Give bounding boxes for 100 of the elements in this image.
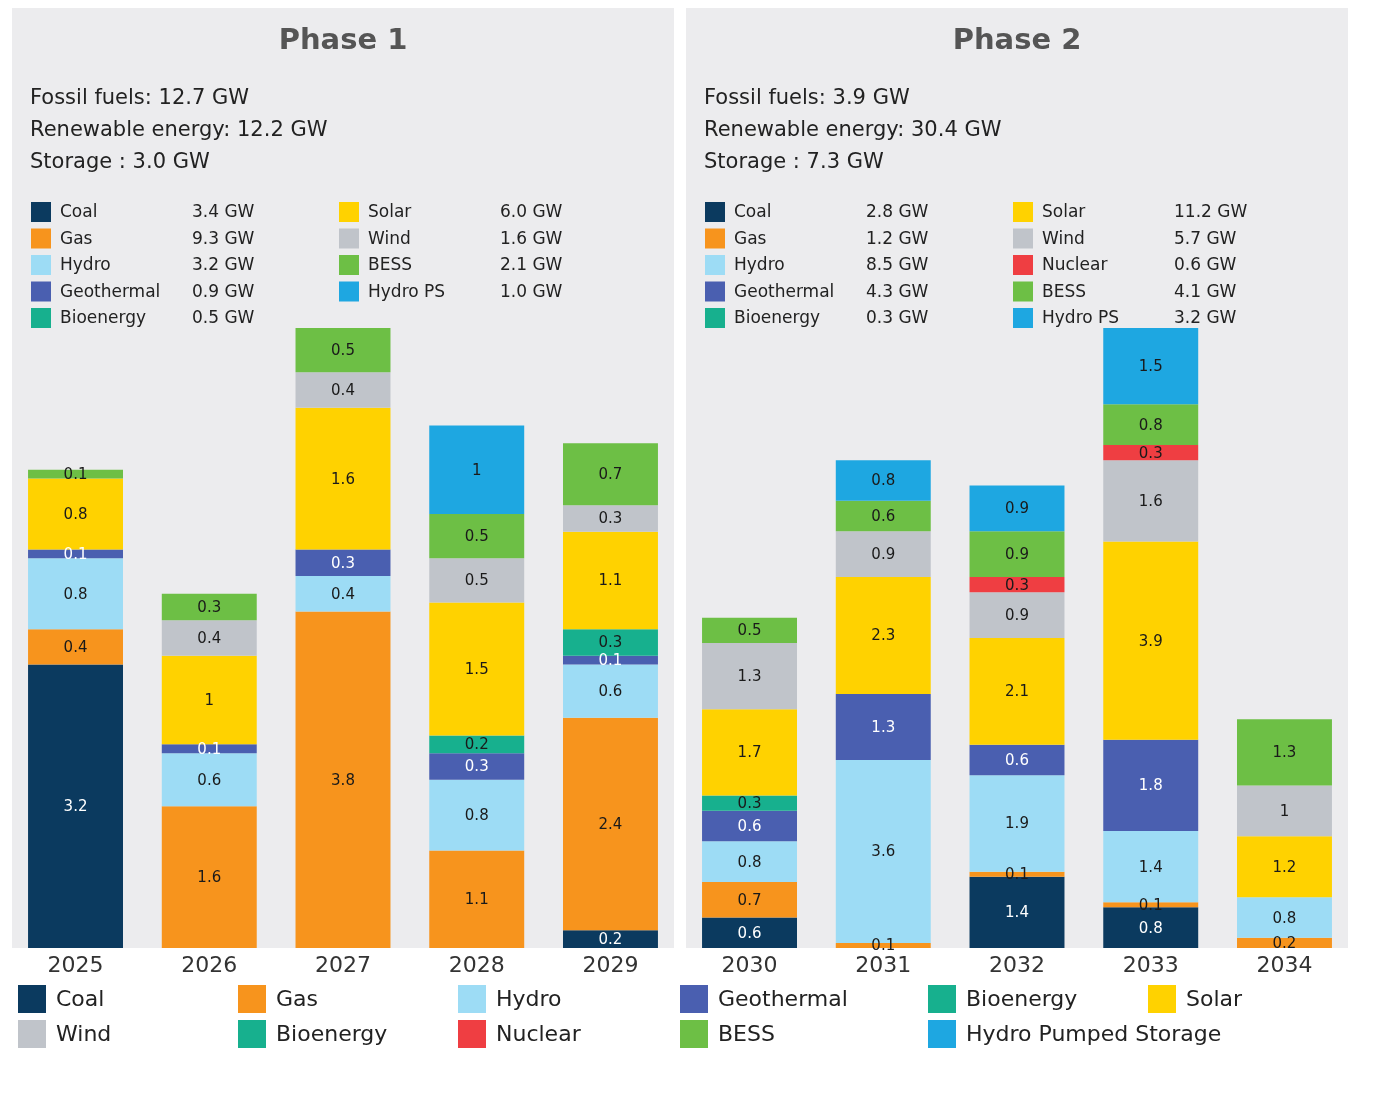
bar: [702, 917, 797, 948]
data-label: 0.9: [871, 545, 896, 564]
category-label: BESS: [718, 1021, 775, 1046]
data-label: 0.6: [737, 923, 762, 942]
text: 3.2 GW: [192, 254, 255, 274]
data-label: 1.6: [331, 469, 355, 488]
data-label: 1.8: [1138, 776, 1163, 795]
legend-label: Wind: [368, 227, 411, 248]
data-label: 0.6: [197, 770, 222, 789]
legend-label: Coal: [60, 201, 98, 221]
x-tick-label: 2034: [1256, 951, 1313, 977]
data-label: 0.6: [737, 817, 762, 836]
data-label: 3.2: [63, 797, 88, 816]
data-label: 0.5: [737, 621, 762, 640]
bar: [1103, 328, 1199, 405]
data-label: 1.5: [464, 660, 489, 678]
category-label: Nuclear: [496, 1021, 582, 1046]
data-label: 2.1: [1005, 682, 1029, 701]
x-tick-label: 2030: [721, 951, 778, 977]
bar: [969, 744, 1065, 776]
text: Renewable energy: 30.4 GW: [704, 117, 1002, 141]
category-label: Coal: [56, 986, 105, 1011]
text: 4.3 GW: [866, 280, 929, 301]
data-label: 1.5: [1138, 357, 1163, 376]
data-label: 0.3: [331, 553, 355, 572]
legend-label: Nuclear: [1042, 254, 1108, 274]
bar: [969, 592, 1065, 638]
text: Fossil fuels: 3.9 GW: [704, 85, 910, 109]
data-label: 0.9: [1005, 499, 1029, 518]
legend-label: Geothermal: [60, 280, 161, 301]
bar: [161, 620, 257, 656]
text: 5.7 GW: [1174, 227, 1237, 248]
bar: [969, 485, 1065, 532]
data-label: 3.8: [331, 770, 355, 789]
legend-label: BESS: [368, 254, 412, 274]
legend-label: Hydro PS: [368, 280, 446, 301]
legend-label: Hydro PS: [1042, 307, 1120, 327]
data-label: 0.5: [464, 571, 489, 590]
data-label: 0.3: [197, 598, 222, 616]
data-label: 0.1: [598, 651, 623, 670]
data-label: 0.8: [464, 806, 489, 825]
text: 6.0 GW: [500, 201, 563, 221]
data-label: 0.8: [1138, 415, 1163, 434]
bar: [563, 655, 658, 665]
bar: [161, 806, 257, 948]
data-label: 0.3: [464, 757, 489, 776]
legend-label: Geothermal: [734, 280, 835, 301]
bar: [429, 558, 525, 603]
bar: [1103, 460, 1199, 542]
bar: [563, 443, 658, 506]
legend-label: Bioenergy: [60, 307, 147, 327]
data-label: 1.3: [1272, 743, 1297, 762]
data-label: 0.4: [331, 381, 355, 399]
legend-label: Wind: [1042, 227, 1085, 248]
data-label: 2.4: [598, 815, 623, 833]
data-label: 1.6: [1138, 491, 1163, 510]
category-label: Gas: [276, 986, 318, 1011]
bar: [1103, 404, 1199, 445]
category-label: Geothermal: [718, 986, 848, 1011]
x-tick-label: 2031: [855, 951, 912, 977]
text: 0.5 GW: [192, 307, 255, 327]
text: 1.0 GW: [500, 280, 563, 301]
legend-label: Solar: [368, 201, 412, 221]
category-label: Hydro Pumped Storage: [966, 1021, 1222, 1046]
data-label: 0.3: [1138, 443, 1163, 462]
bar: [1237, 836, 1332, 898]
data-label: 0.4: [197, 629, 222, 647]
bar: [1103, 541, 1199, 740]
data-label: 3.6: [871, 842, 896, 861]
bar: [702, 841, 797, 882]
data-label: 1: [1279, 801, 1290, 820]
x-tick-label: 2033: [1122, 951, 1179, 977]
data-label: 3.9: [1138, 631, 1163, 650]
data-label: 0.3: [1005, 575, 1029, 594]
x-tick-label: 2026: [181, 951, 238, 977]
text: 1.2 GW: [866, 227, 929, 248]
legend-label: Coal: [734, 201, 772, 221]
text: 0.6 GW: [1174, 254, 1237, 274]
bar: [702, 881, 797, 918]
bar: [835, 531, 931, 578]
data-label: 0.8: [1272, 908, 1297, 927]
legend-label: BESS: [1042, 280, 1086, 301]
bar: [1237, 719, 1332, 786]
category-label: Bioenergy: [276, 1021, 388, 1046]
text: 11.2 GW: [1174, 201, 1248, 221]
data-label: 0.2: [1272, 933, 1297, 952]
text: 2.8 GW: [866, 201, 929, 221]
text: Storage : 7.3 GW: [704, 149, 884, 173]
data-label: 0.3: [598, 509, 623, 528]
bar: [702, 810, 797, 842]
data-label: 0.5: [464, 527, 489, 546]
chart-title: Phase 2: [952, 22, 1082, 56]
text: Renewable energy: 12.2 GW: [30, 117, 328, 141]
bar: [969, 638, 1065, 745]
text: 3.4 GW: [192, 201, 255, 221]
bar: [1103, 739, 1199, 832]
bar: [702, 643, 797, 710]
x-tick-label: 2025: [47, 951, 104, 977]
bar: [563, 531, 658, 630]
data-label: 0.4: [331, 584, 355, 603]
